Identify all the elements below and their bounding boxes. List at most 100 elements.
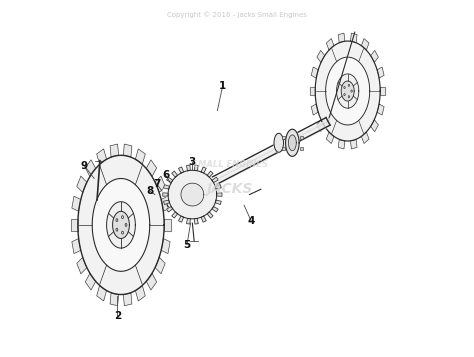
Ellipse shape [344, 86, 345, 89]
Polygon shape [77, 257, 87, 274]
Ellipse shape [122, 231, 123, 234]
Polygon shape [350, 140, 357, 149]
Polygon shape [166, 177, 173, 183]
Polygon shape [194, 218, 198, 224]
Polygon shape [288, 135, 296, 151]
Polygon shape [317, 50, 325, 62]
Polygon shape [164, 219, 171, 231]
Polygon shape [146, 273, 156, 290]
Polygon shape [315, 41, 380, 141]
Polygon shape [123, 144, 132, 157]
Polygon shape [310, 87, 315, 95]
Polygon shape [186, 218, 190, 224]
Polygon shape [155, 257, 165, 274]
Polygon shape [164, 200, 170, 205]
Polygon shape [362, 39, 369, 50]
Polygon shape [97, 286, 107, 301]
Polygon shape [167, 169, 218, 220]
Polygon shape [110, 293, 118, 306]
Polygon shape [146, 160, 156, 176]
Polygon shape [72, 196, 81, 211]
FancyBboxPatch shape [282, 136, 285, 139]
Polygon shape [212, 206, 218, 212]
Polygon shape [212, 177, 218, 183]
Polygon shape [207, 212, 213, 218]
Text: 2: 2 [114, 311, 121, 321]
Polygon shape [136, 286, 145, 301]
Polygon shape [110, 144, 118, 157]
Ellipse shape [122, 216, 123, 218]
Polygon shape [201, 216, 206, 222]
Polygon shape [179, 167, 183, 173]
Text: 6: 6 [162, 170, 169, 180]
Polygon shape [201, 167, 206, 173]
Polygon shape [72, 238, 81, 253]
Polygon shape [107, 202, 136, 248]
Polygon shape [217, 193, 222, 196]
Polygon shape [207, 171, 213, 177]
Ellipse shape [344, 94, 345, 96]
Polygon shape [337, 74, 359, 108]
Text: SMALL ENGINES: SMALL ENGINES [192, 160, 268, 169]
Ellipse shape [351, 90, 352, 92]
Polygon shape [85, 273, 96, 290]
Text: 3: 3 [189, 157, 196, 167]
Polygon shape [371, 120, 378, 132]
Polygon shape [377, 104, 384, 115]
Polygon shape [194, 165, 198, 171]
Polygon shape [161, 238, 170, 253]
Polygon shape [181, 183, 204, 206]
Polygon shape [92, 178, 150, 271]
Polygon shape [97, 149, 107, 164]
Polygon shape [172, 212, 178, 218]
Polygon shape [85, 160, 96, 176]
FancyBboxPatch shape [300, 136, 302, 139]
Polygon shape [78, 155, 164, 295]
Polygon shape [327, 132, 334, 144]
Polygon shape [311, 104, 318, 115]
FancyBboxPatch shape [282, 147, 285, 150]
Polygon shape [338, 140, 345, 149]
Polygon shape [285, 129, 299, 156]
Polygon shape [166, 206, 173, 212]
Polygon shape [136, 149, 145, 164]
Text: 4: 4 [247, 216, 255, 226]
Ellipse shape [125, 223, 127, 226]
Polygon shape [327, 39, 334, 50]
Ellipse shape [348, 84, 350, 86]
Text: 5: 5 [183, 240, 191, 250]
Polygon shape [163, 193, 168, 196]
Polygon shape [350, 33, 357, 42]
Ellipse shape [116, 228, 118, 231]
FancyBboxPatch shape [300, 147, 302, 150]
Polygon shape [377, 67, 384, 78]
Polygon shape [338, 33, 345, 42]
Text: 7: 7 [153, 179, 160, 189]
Polygon shape [172, 171, 178, 177]
Polygon shape [326, 57, 370, 125]
Polygon shape [380, 87, 385, 95]
Text: 8: 8 [146, 186, 153, 196]
Polygon shape [112, 211, 129, 238]
Text: Copyright © 2016 - Jacks Small Engines: Copyright © 2016 - Jacks Small Engines [167, 11, 307, 17]
Text: 1: 1 [219, 81, 227, 91]
Polygon shape [77, 176, 87, 192]
Polygon shape [179, 216, 183, 222]
Polygon shape [123, 293, 132, 306]
Polygon shape [155, 176, 165, 192]
Polygon shape [362, 132, 369, 144]
Polygon shape [164, 185, 170, 189]
Polygon shape [161, 196, 170, 211]
Text: JACKS: JACKS [207, 182, 253, 196]
Text: 9: 9 [81, 161, 88, 171]
Ellipse shape [348, 96, 350, 98]
Ellipse shape [116, 218, 118, 222]
Polygon shape [186, 165, 190, 171]
Polygon shape [371, 50, 378, 62]
Polygon shape [311, 67, 318, 78]
Polygon shape [215, 185, 221, 189]
Polygon shape [215, 200, 221, 205]
Polygon shape [71, 219, 78, 231]
Polygon shape [317, 120, 325, 132]
Polygon shape [274, 133, 283, 152]
